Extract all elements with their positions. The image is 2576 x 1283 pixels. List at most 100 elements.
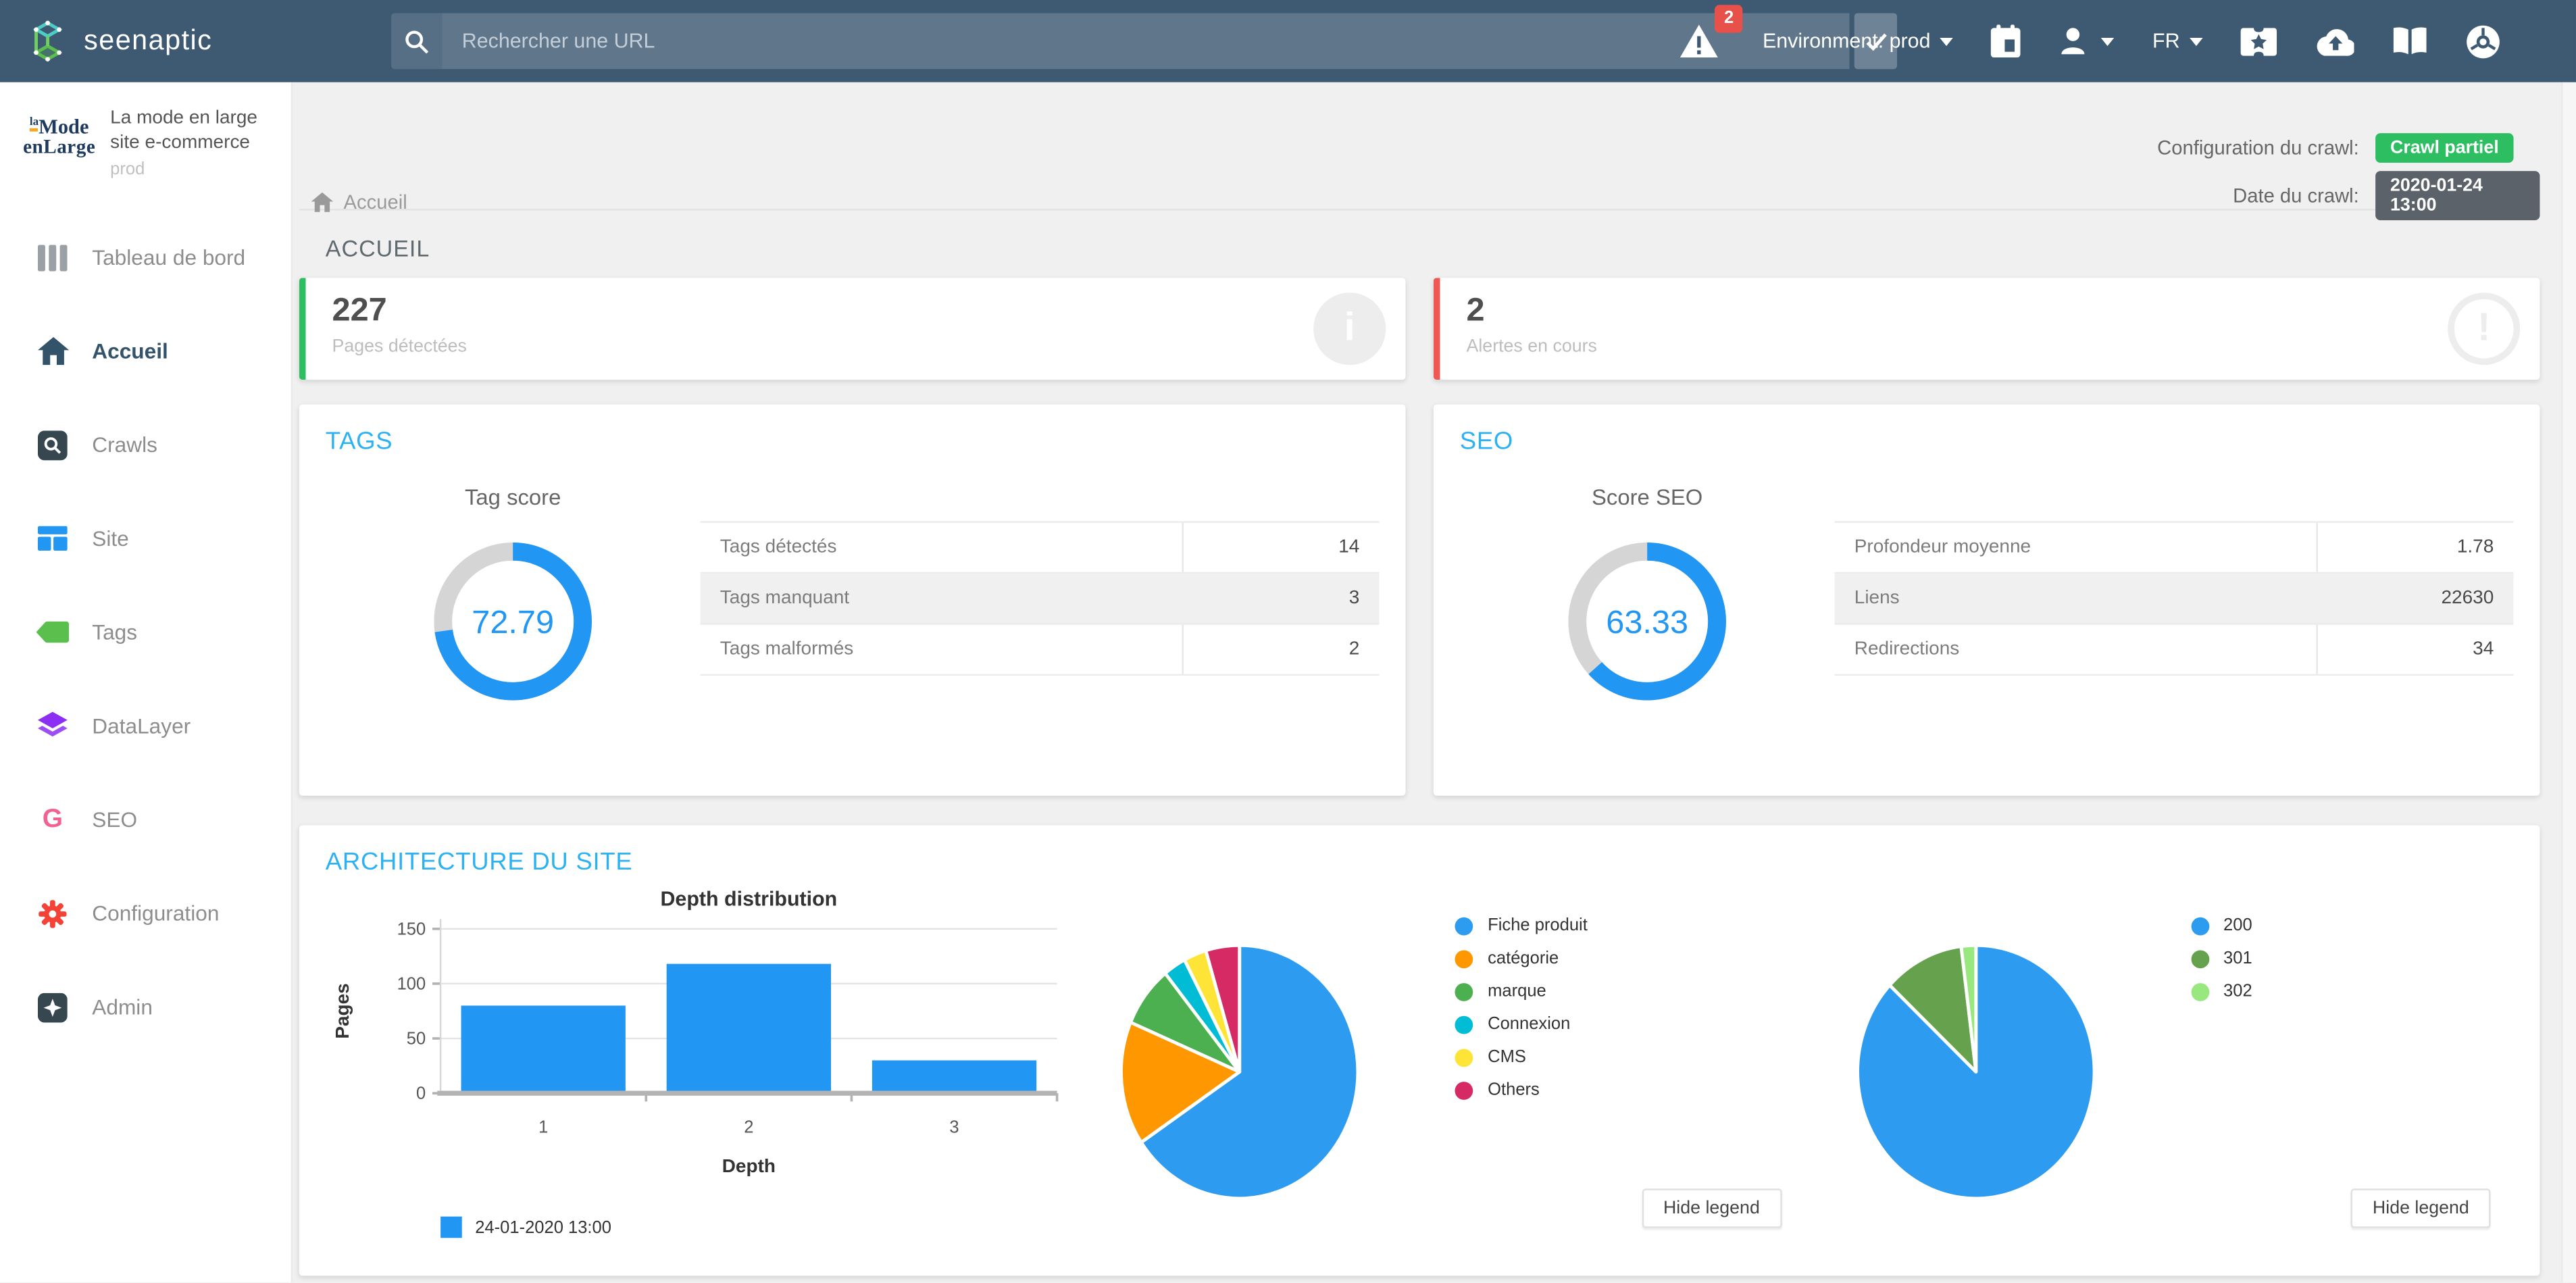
legend-dot-icon [1455,1048,1473,1066]
legend-item[interactable]: Connexion [1455,1014,1587,1034]
svg-text:72.79: 72.79 [472,604,554,640]
sidebar-item-crawls[interactable]: Crawls [0,422,291,468]
status-codes-legend: 200 301 302 [2190,915,2252,1254]
sidebar-item-accueil[interactable]: Accueil [0,328,291,374]
search-submit-button[interactable] [1854,13,1898,70]
user-icon [2062,28,2086,55]
svg-text:3: 3 [949,1118,959,1137]
stat-value: 2 [1466,293,1485,329]
legend-label: 200 [2223,915,2252,936]
table-row: Tags manquant 3 [700,574,1380,625]
top-navbar: seenaptic [0,0,2576,82]
user-menu[interactable] [2059,24,2115,57]
legend-item[interactable]: CMS [1455,1047,1587,1067]
cloud-upload-button[interactable] [2315,27,2354,55]
environment-dropdown[interactable]: Environment: prod [1763,30,1954,53]
gear-icon [36,897,70,930]
score-cards: TAGS Tag score 72.79 Tags détectés 14 [299,404,2540,796]
warning-triangle-icon [1680,24,1719,58]
pie-slice [1887,945,1977,1074]
legend-item[interactable]: catégorie [1455,949,1587,968]
pie-slice [1119,1020,1242,1144]
crawl-info: Configuration du crawl: Crawl partiel Da… [2157,132,2540,229]
svg-text:2: 2 [744,1118,753,1137]
docs-button[interactable] [2392,26,2428,56]
sidebar-item-configuration[interactable]: Configuration [0,890,291,936]
crawl-config-row: Configuration du crawl: Crawl partiel [2157,132,2540,163]
sidebar-item-seo[interactable]: G SEO [0,797,291,842]
table-row: Tags malformés 2 [700,624,1380,676]
table-row: Redirections 34 [1834,624,2514,676]
table-row: Tags détectés 14 [700,522,1380,574]
main-content: Accueil Configuration du crawl: Crawl pa… [293,82,2576,1283]
svg-text:50: 50 [407,1030,426,1049]
hide-legend-button[interactable]: Hide legend [2351,1188,2491,1228]
table-row: Liens 22630 [1834,574,2514,625]
svg-text:Pages: Pages [332,983,353,1038]
legend-item[interactable]: Others [1455,1080,1587,1100]
navbar-actions: 2 Environment: prod [1680,0,2500,82]
check-icon [1865,32,1886,51]
legend-item[interactable]: 200 [2190,915,2252,936]
stat-cards: 227 Pages détectées i 2 Alertes en cours… [299,278,2540,380]
environment-label: Environment: prod [1762,29,1931,53]
legend-label: Others [1488,1080,1540,1100]
crawl-date-row: Date du crawl: 2020-01-24 13:00 [2157,171,2540,221]
sidebar-item-site[interactable]: Site [0,515,291,561]
stat-card-pages: 227 Pages détectées i [299,278,1406,380]
legend-item[interactable]: 301 [2190,949,2252,968]
tags-table: Tags détectés 14 Tags manquant 3 Tags ma… [700,521,1380,708]
book-icon [2393,27,2427,55]
browser-button[interactable] [2466,24,2500,58]
ticket-icon [2240,27,2277,55]
legend-dot-icon [2190,982,2209,1001]
sidebar-item-tags[interactable]: Tags [0,609,291,655]
depth-bar-chart: Depth distribution 0 50 100 150 1 2 3 Depth Pages… [326,880,1095,1255]
sidebar-item-label: Accueil [92,338,168,363]
hide-legend-button[interactable]: Hide legend [1642,1188,1782,1228]
breadcrumb[interactable]: Accueil [311,191,407,213]
svg-text:100: 100 [397,974,426,993]
legend-label: CMS [1488,1047,1526,1067]
tag-score-label: Tag score [464,484,561,510]
columns-icon [36,241,70,274]
sidebar-item-label: SEO [92,807,138,832]
calendar-button[interactable] [1991,24,2021,58]
topbar: Accueil Configuration du crawl: Crawl pa… [299,82,2540,221]
tags-card-title: TAGS [325,427,393,456]
architecture-card-title: ARCHITECTURE DU SITE [325,848,633,876]
sidebar-item-datalayer[interactable]: DataLayer [0,703,291,749]
site-logo: laMode enLarge [23,103,95,182]
site-selector[interactable]: laMode enLarge La mode en large site e-c… [0,82,291,199]
site-name-line2: site e-commerce [110,132,251,153]
legend-label: marque [1488,981,1546,1001]
site-name-line1: La mode en large [110,108,258,128]
ticket-button[interactable] [2240,27,2277,55]
language-dropdown[interactable]: FR [2152,30,2203,53]
legend-item[interactable]: marque [1455,982,1587,1001]
status-codes-pie-chart [1850,938,2100,1254]
pie-svg [1855,943,2096,1201]
chevron-down-icon [1940,36,1954,45]
sidebar-item-admin[interactable]: Admin [0,984,291,1030]
tags-card: TAGS Tag score 72.79 Tags détectés 14 [299,404,1406,796]
svg-text:150: 150 [397,920,426,938]
alerts-button[interactable]: 2 [1680,5,1743,58]
url-search [391,13,1898,70]
bar [461,1005,626,1094]
stat-card-alerts: 2 Alertes en cours ! [1433,278,2540,380]
svg-text:Depth distribution: Depth distribution [660,888,837,911]
crawl-date-label: Date du crawl: [2233,184,2359,207]
home-icon [36,334,70,368]
legend-item[interactable]: 302 [2190,982,2252,1001]
sidebar: laMode enLarge La mode en large site e-c… [0,82,293,1283]
sidebar-item-tableau-de-bord[interactable]: Tableau de bord [0,234,291,280]
legend-item[interactable]: Fiche produit [1455,915,1588,936]
brand[interactable]: seenaptic [0,16,353,66]
scrollbar-track[interactable] [2561,82,2576,1283]
legend-label: 301 [2223,949,2252,969]
sidebar-item-label: Admin [92,995,153,1020]
legend-dot-icon [1455,982,1473,1001]
search-input[interactable] [442,13,1850,70]
page-types-pie-block: Fiche produit catégorie marque Connexion… [1095,880,1804,1255]
